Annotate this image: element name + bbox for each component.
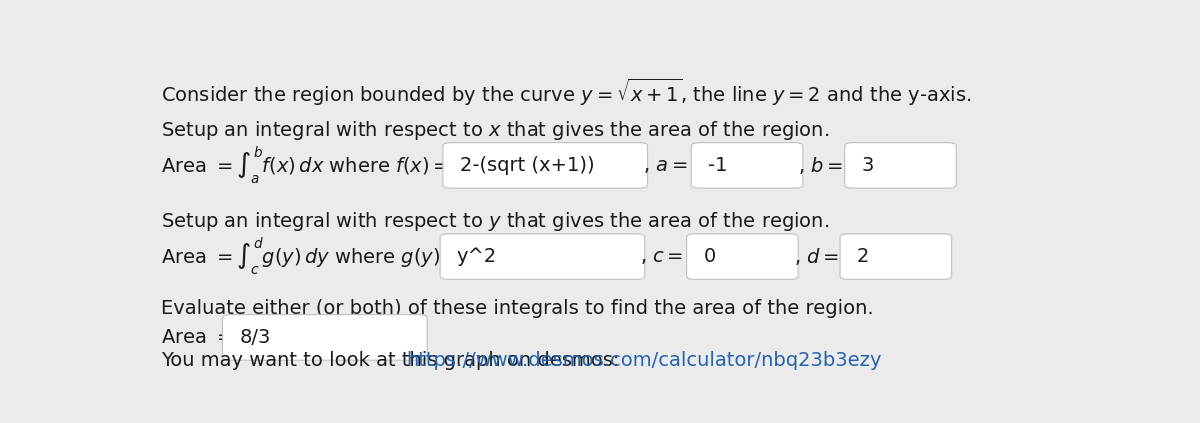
FancyBboxPatch shape [440, 234, 644, 280]
Text: , $d =$: , $d =$ [793, 246, 839, 267]
FancyBboxPatch shape [686, 234, 798, 280]
Text: -1: -1 [708, 156, 727, 175]
Text: https://www.desmos.com/calculator/nbq23b3ezy: https://www.desmos.com/calculator/nbq23b… [406, 351, 881, 370]
Text: , $a =$: , $a =$ [643, 156, 694, 175]
Text: y^2: y^2 [457, 247, 497, 266]
Text: Area $= \int_c^d g(y)\,dy$ where $g(y)=$: Area $= \int_c^d g(y)\,dy$ where $g(y)=$ [161, 236, 461, 277]
FancyBboxPatch shape [443, 143, 648, 188]
Text: Area $= \int_a^b f(x)\,dx$ where $f(x)=$: Area $= \int_a^b f(x)\,dx$ where $f(x)=$ [161, 145, 449, 186]
Text: You may want to look at this graph on desmos:: You may want to look at this graph on de… [161, 351, 625, 370]
Text: Evaluate either (or both) of these integrals to find the area of the region.: Evaluate either (or both) of these integ… [161, 299, 874, 318]
FancyBboxPatch shape [840, 234, 952, 280]
Text: Setup an integral with respect to $y$ that gives the area of the region.: Setup an integral with respect to $y$ th… [161, 210, 829, 233]
Text: 2-(sqrt (x+1)): 2-(sqrt (x+1)) [460, 156, 594, 175]
FancyBboxPatch shape [691, 143, 803, 188]
Text: Area $=$: Area $=$ [161, 328, 233, 347]
Text: , $b =$: , $b =$ [798, 155, 844, 176]
Text: 3: 3 [862, 156, 874, 175]
Text: , $c =$: , $c =$ [640, 247, 684, 266]
Text: Setup an integral with respect to $x$ that gives the area of the region.: Setup an integral with respect to $x$ th… [161, 119, 829, 142]
FancyBboxPatch shape [845, 143, 956, 188]
Text: 0: 0 [703, 247, 715, 266]
Text: Consider the region bounded by the curve $y = \sqrt{x+1}$, the line $y = 2$ and : Consider the region bounded by the curve… [161, 77, 972, 108]
Text: 8/3: 8/3 [239, 328, 271, 347]
Text: 2: 2 [857, 247, 869, 266]
FancyBboxPatch shape [222, 315, 427, 360]
